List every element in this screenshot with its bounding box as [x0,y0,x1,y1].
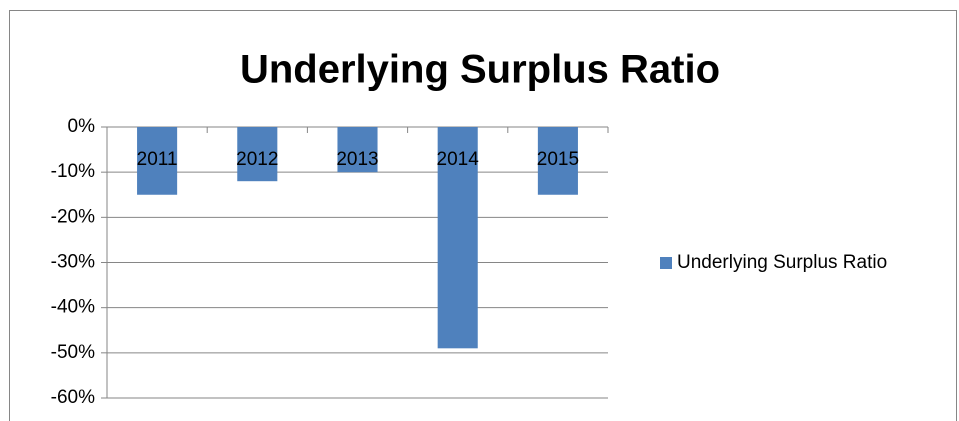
y-tick-label: -60% [51,387,95,408]
x-tick-label: 2013 [336,149,378,170]
bar [337,127,378,173]
y-tick-label: -20% [51,206,95,227]
y-tick-label: -50% [51,342,95,363]
x-tick-label: 2012 [236,149,278,170]
y-tick-label: 0% [68,116,96,137]
y-tick-label: -40% [51,297,95,318]
x-tick-label: 2015 [537,149,579,170]
bar [537,127,578,195]
y-tick-label: -30% [51,252,95,273]
y-tick-label: -10% [51,161,95,182]
x-tick-label: 2014 [437,149,480,170]
legend-label: Underlying Surplus Ratio [677,252,887,273]
bar [137,127,178,195]
chart-title: Underlying Surplus Ratio [240,48,720,92]
legend-swatch [660,257,672,269]
x-tick-label: 2011 [137,149,178,170]
bar [437,127,478,349]
bar [237,127,278,182]
